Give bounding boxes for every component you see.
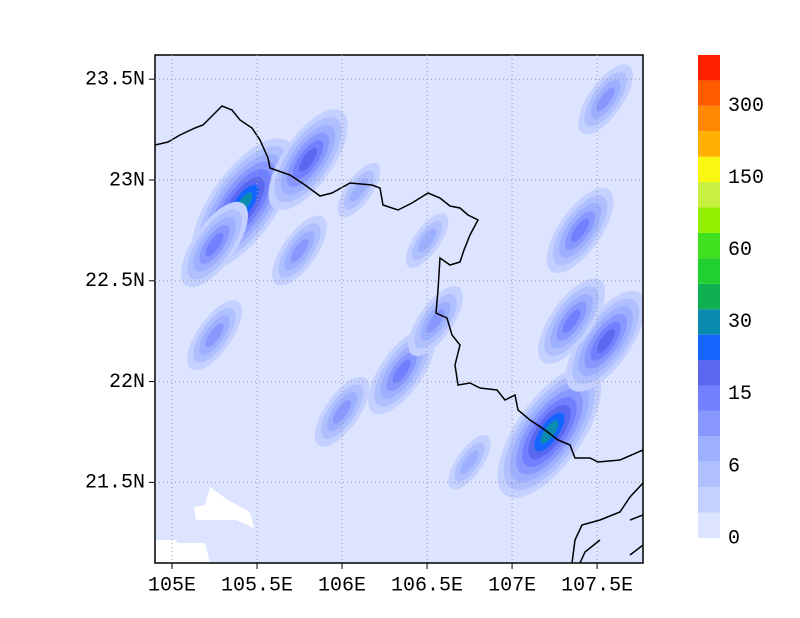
colorbar-label: 150 xyxy=(728,167,764,190)
y-tick-label: 21.5N xyxy=(85,472,145,495)
x-tick-label: 105.5E xyxy=(221,574,293,597)
colorbar-box xyxy=(698,232,720,259)
contour-peak xyxy=(596,87,615,112)
y-tick-label: 22N xyxy=(109,371,145,394)
colorbar-box xyxy=(698,55,720,81)
contour-peak xyxy=(562,309,581,333)
colorbar-label: 60 xyxy=(728,239,752,262)
colorbar-box xyxy=(698,131,720,157)
x-tick-label: 106E xyxy=(318,574,366,597)
colorbar-label: 15 xyxy=(728,383,752,406)
y-tick-label: 23.5N xyxy=(85,68,145,91)
colorbar-box xyxy=(698,258,720,284)
x-tick-label: 105E xyxy=(148,574,196,597)
colorbar-box xyxy=(698,156,720,183)
contour-peak xyxy=(571,218,590,243)
colorbar-box xyxy=(698,309,720,335)
colorbar-box xyxy=(698,436,720,462)
plot-area xyxy=(155,55,643,563)
x-tick-label: 107.5E xyxy=(561,574,633,597)
colorbar-box xyxy=(698,182,720,208)
colorbar-box xyxy=(698,487,720,513)
missing-area xyxy=(194,487,254,528)
missing-area xyxy=(155,540,210,563)
colorbar-box xyxy=(698,512,720,538)
colorbar-label: 0 xyxy=(728,527,740,550)
colorbar-label: 6 xyxy=(728,455,740,478)
contour-peak xyxy=(205,232,224,257)
colorbar-box xyxy=(698,385,720,411)
colorbar-box xyxy=(698,334,720,361)
coastline xyxy=(571,482,643,563)
contour-peak xyxy=(418,228,437,253)
colorbar-box xyxy=(698,410,720,437)
colorbar-box xyxy=(698,207,720,233)
colorbar-label: 300 xyxy=(728,95,764,118)
contour-peak xyxy=(299,148,318,172)
x-tick-label: 107E xyxy=(488,574,536,597)
colorbar-label: 30 xyxy=(728,311,752,334)
contour-peak xyxy=(392,359,411,384)
contour-peak xyxy=(290,238,309,263)
colorbar-box xyxy=(698,461,720,488)
colorbar-box xyxy=(698,80,720,106)
contour-peak xyxy=(596,329,615,354)
overlay xyxy=(155,105,643,563)
contour-peak xyxy=(205,323,224,348)
y-tick-label: 23N xyxy=(109,169,145,192)
colorbar-box xyxy=(698,283,720,310)
colorbar-box xyxy=(698,360,720,386)
colorbar-box xyxy=(698,105,720,132)
y-tick-label: 22.5N xyxy=(85,270,145,293)
contour-peak xyxy=(460,450,479,475)
x-tick-label: 106.5E xyxy=(391,574,463,597)
border xyxy=(155,105,643,463)
contour-peak xyxy=(540,420,559,444)
plot-frame xyxy=(154,54,644,564)
